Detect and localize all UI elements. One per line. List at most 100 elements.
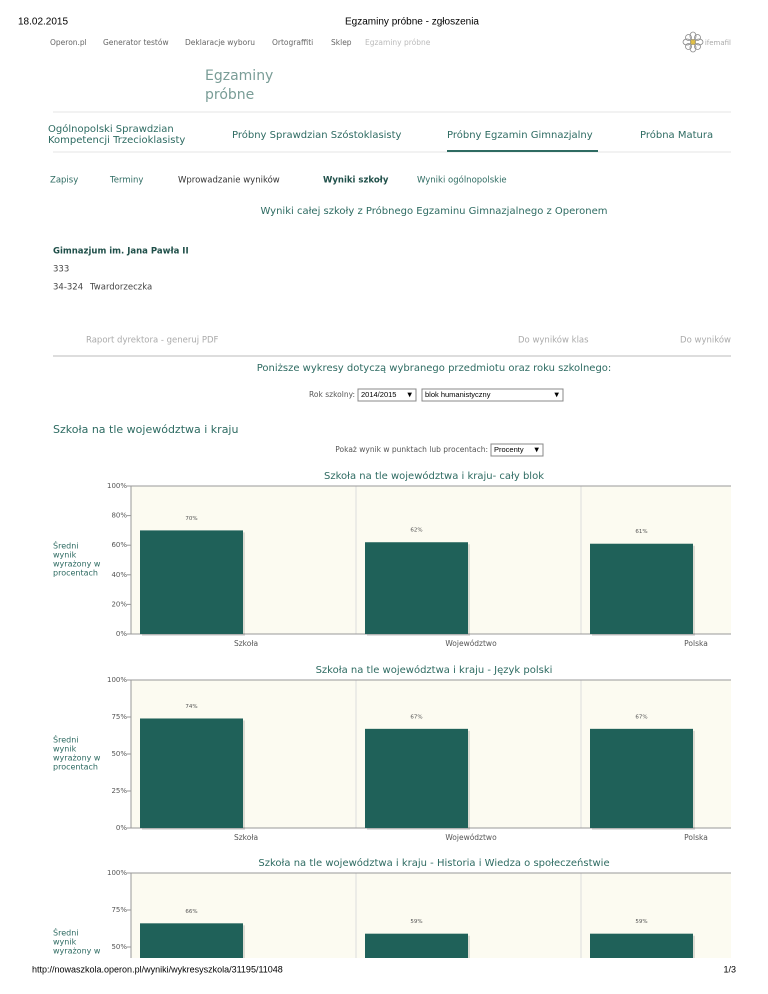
footer-url: http://nowaszkola.operon.pl/wyniki/wykre… [32, 964, 283, 974]
logo-icon [682, 31, 704, 53]
y-tick-label: 100% [107, 482, 127, 490]
top-nav-link[interactable]: Operon.pl [50, 38, 87, 47]
tab[interactable]: Próbna Matura [640, 129, 713, 141]
logo-text: Egzaminy [205, 68, 273, 84]
unit-select-value: Procenty [494, 445, 524, 454]
logo-text: próbne [205, 87, 254, 103]
y-axis-label: Średni [53, 540, 78, 551]
x-tick-label: Województwo [445, 639, 497, 648]
chart-title: Szkoła na tle województwa i kraju - Hist… [258, 857, 609, 869]
report-link[interactable]: Raport dyrektora - generuj PDF [86, 336, 219, 346]
y-axis-label: wynik [53, 938, 77, 947]
y-tick-label: 40% [111, 571, 127, 579]
x-tick-label: Polska [684, 833, 708, 842]
bar [590, 543, 693, 634]
top-nav-link[interactable]: Ortograffiti [272, 38, 313, 47]
chart-title: Szkoła na tle województwa i kraju- cały … [324, 470, 544, 482]
value-label: 70% [185, 516, 197, 522]
value-label: 74% [185, 704, 197, 710]
bar [590, 728, 693, 828]
print-title: Egzaminy próbne - zgłoszenia [345, 17, 479, 28]
x-tick-label: Polska [684, 639, 708, 648]
block-select-value: blok humanistyczny [425, 390, 491, 399]
y-tick-label: 50% [111, 750, 127, 758]
y-axis-label: procentach [53, 569, 98, 578]
select-arrow: ▼ [534, 447, 539, 454]
y-axis-label: wyrażony w [53, 754, 101, 763]
y-tick-label: 25% [111, 787, 127, 795]
x-tick-label: Województwo [445, 833, 497, 842]
sub-nav-link[interactable]: Wprowadzanie wyników [178, 175, 280, 186]
town: Twardorzeczka [89, 283, 152, 293]
chart: Szkoła na tle województwa i kraju - Języ… [53, 664, 731, 842]
chart: Szkoła na tle województwa i kraju- cały … [53, 470, 731, 648]
value-label: 67% [635, 714, 647, 720]
top-nav-link[interactable]: Deklaracje wyboru [185, 38, 255, 47]
x-tick-label: Szkoła [234, 833, 258, 842]
sub-nav-link[interactable]: Zapisy [50, 176, 78, 186]
top-nav-link[interactable]: Sklep [331, 38, 352, 47]
y-axis-label: wyrażony w [53, 560, 101, 569]
sub-nav-link[interactable]: Wyniki szkoły [323, 176, 389, 186]
value-label: 62% [410, 528, 422, 534]
user-name[interactable]: ifemafil [705, 39, 731, 47]
y-axis-label: procentach [53, 763, 98, 772]
bar [590, 933, 693, 958]
y-tick-label: 100% [107, 869, 127, 877]
select-arrow: ▼ [554, 392, 559, 399]
tab[interactable]: Próbny Sprawdzian Szóstoklasisty [232, 129, 402, 141]
tab[interactable]: Ogólnopolski Sprawdzian [48, 123, 174, 135]
print-date: 18.02.2015 [18, 17, 68, 28]
y-tick-label: 75% [111, 906, 127, 914]
bar [365, 728, 468, 828]
y-tick-label: 60% [111, 541, 127, 549]
postal-code: 34-324 [53, 283, 83, 293]
footer-page: 1/3 [723, 964, 736, 974]
top-nav-link[interactable]: Generator testów [103, 38, 169, 47]
year-select[interactable] [357, 388, 417, 402]
bar [140, 923, 243, 958]
tab[interactable]: Kompetencji Trzecioklasisty [48, 135, 185, 146]
section-title: Szkoła na tle województwa i kraju [53, 423, 238, 436]
year-label: Rok szkolny: [309, 390, 355, 399]
y-tick-label: 80% [111, 512, 127, 520]
bar [365, 542, 468, 634]
filters-intro: Poniższe wykresy dotyczą wybranego przed… [257, 363, 612, 374]
value-label: 67% [410, 714, 422, 720]
classes-link[interactable]: Do wyników klas [518, 335, 589, 346]
y-axis-label: wyrażony w [53, 947, 101, 956]
y-axis-label: wynik [53, 551, 77, 560]
bar [140, 530, 243, 634]
chart: Szkoła na tle województwa i kraju - Hist… [53, 857, 731, 958]
y-axis-label: Średni [53, 927, 78, 938]
y-tick-label: 100% [107, 676, 127, 684]
results-link[interactable]: Do wyników [680, 335, 731, 346]
x-tick-label: Szkoła [234, 639, 258, 648]
year-select-value: 2014/2015 [361, 390, 396, 399]
value-label: 59% [635, 919, 647, 925]
select-arrow: ▼ [407, 392, 412, 399]
sub-nav-link[interactable]: Wyniki ogólnopolskie [417, 175, 507, 186]
bar [140, 718, 243, 828]
y-tick-label: 0% [116, 630, 127, 638]
block-select[interactable] [421, 388, 564, 402]
top-nav-link[interactable]: Egzaminy próbne [365, 38, 431, 47]
y-axis-label: Średni [53, 734, 78, 745]
sub-nav-link[interactable]: Terminy [109, 176, 143, 186]
unit-select[interactable] [490, 443, 544, 457]
value-label: 66% [185, 909, 197, 915]
y-tick-label: 20% [111, 600, 127, 608]
y-axis-label: wynik [53, 745, 77, 754]
y-tick-label: 0% [116, 824, 127, 832]
bar [365, 933, 468, 958]
value-label: 59% [410, 919, 422, 925]
y-tick-label: 50% [111, 943, 127, 951]
page-heading: Wyniki całej szkoły z Próbnego Egzaminu … [260, 205, 607, 217]
tab[interactable]: Próbny Egzamin Gimnazjalny [447, 129, 593, 141]
school-number: 333 [53, 265, 69, 275]
chart-title: Szkoła na tle województwa i kraju - Języ… [316, 664, 553, 676]
school-name: Gimnazjum im. Jana Pawła II [53, 247, 189, 257]
y-tick-label: 75% [111, 713, 127, 721]
